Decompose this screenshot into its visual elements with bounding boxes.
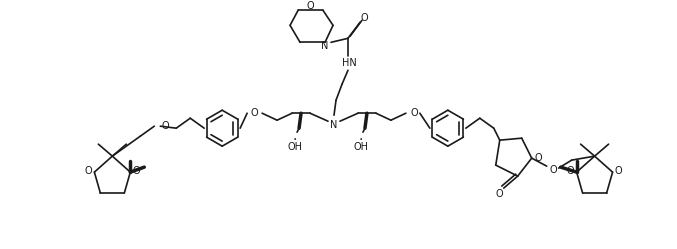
Text: N: N: [330, 120, 338, 130]
Text: OH: OH: [288, 142, 303, 152]
Text: O: O: [496, 189, 504, 199]
Text: O: O: [615, 166, 622, 176]
Text: O: O: [133, 166, 140, 176]
Text: O: O: [85, 166, 92, 176]
Text: O: O: [535, 153, 542, 163]
Text: OH: OH: [353, 142, 368, 152]
Text: ·: ·: [293, 133, 297, 147]
Text: O: O: [550, 165, 557, 175]
Text: ·: ·: [359, 133, 363, 147]
Text: O: O: [161, 121, 169, 131]
Text: HN: HN: [342, 58, 356, 68]
Text: O: O: [250, 108, 258, 118]
Text: O: O: [306, 1, 314, 11]
Text: O: O: [567, 166, 575, 176]
Text: O: O: [360, 13, 368, 23]
Text: O: O: [410, 108, 418, 118]
Text: N: N: [322, 41, 329, 51]
